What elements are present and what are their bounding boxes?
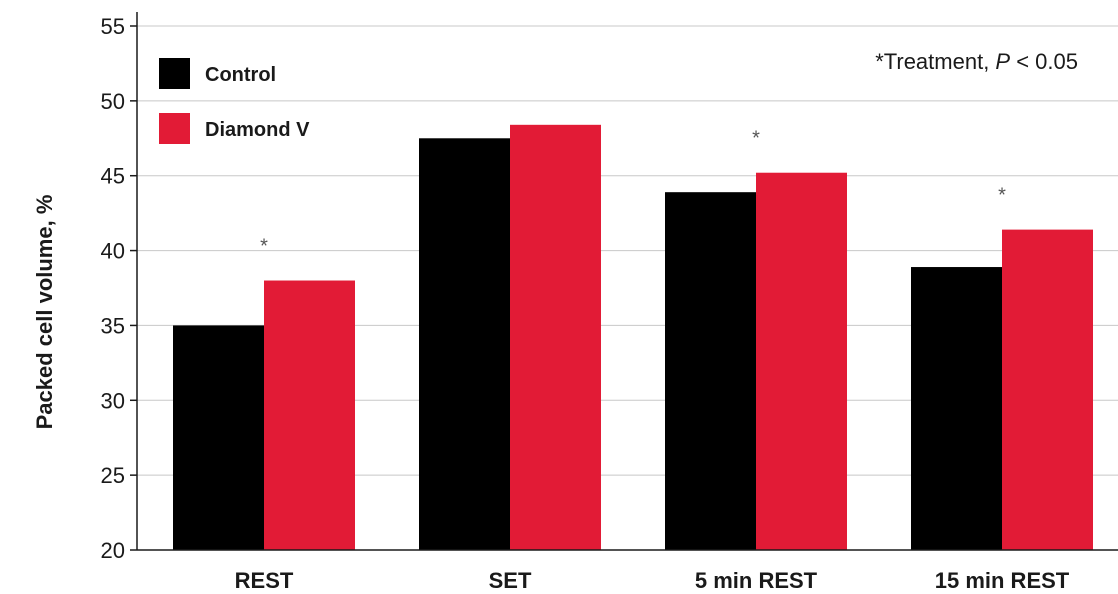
x-axis-categories: REST SET 5 min REST 15 min REST	[235, 568, 1070, 593]
bar-diamond-v-rest	[264, 280, 355, 550]
legend-label: Control	[205, 64, 276, 86]
x-category-label: 5 min REST	[695, 568, 818, 593]
x-category-label: SET	[489, 568, 532, 593]
note-prefix: *Treatment,	[875, 49, 995, 74]
legend-label: Diamond V	[205, 119, 310, 141]
significance-star: *	[998, 185, 1006, 207]
bar-control-rest	[173, 325, 264, 550]
bars	[173, 124, 1093, 551]
y-tick-label: 45	[101, 164, 125, 189]
y-tick-label: 25	[101, 463, 125, 488]
x-category-label: 15 min REST	[935, 568, 1070, 593]
note-p: P	[995, 49, 1010, 74]
y-tick-label: 35	[101, 313, 125, 338]
note-suffix: < 0.05	[1010, 49, 1078, 74]
y-axis-label: Packed cell volume, %	[32, 195, 57, 430]
legend: Control Diamond V	[159, 58, 310, 144]
significance-note: *Treatment, P < 0.05	[875, 49, 1078, 74]
x-category-label: REST	[235, 568, 294, 593]
significance-star: *	[752, 128, 760, 150]
legend-swatch	[159, 113, 190, 144]
significance-markers: * * *	[260, 128, 1006, 258]
bar-control-15-min-rest	[911, 267, 1002, 550]
bar-diamond-v-5-min-rest	[756, 172, 847, 550]
bar-diamond-v-15-min-rest	[1002, 229, 1093, 550]
y-axis-ticks: 20 25 30 35 40 45 50 55	[101, 14, 137, 563]
y-tick-label: 55	[101, 14, 125, 39]
legend-swatch	[159, 58, 190, 89]
y-tick-label: 40	[101, 239, 125, 264]
bar-diamond-v-set	[510, 124, 601, 550]
bar-control-set	[419, 138, 510, 551]
bar-control-5-min-rest	[665, 192, 756, 550]
y-tick-label: 50	[101, 89, 125, 114]
y-tick-label: 20	[101, 538, 125, 563]
y-tick-label: 30	[101, 388, 125, 413]
significance-star: *	[260, 236, 268, 258]
